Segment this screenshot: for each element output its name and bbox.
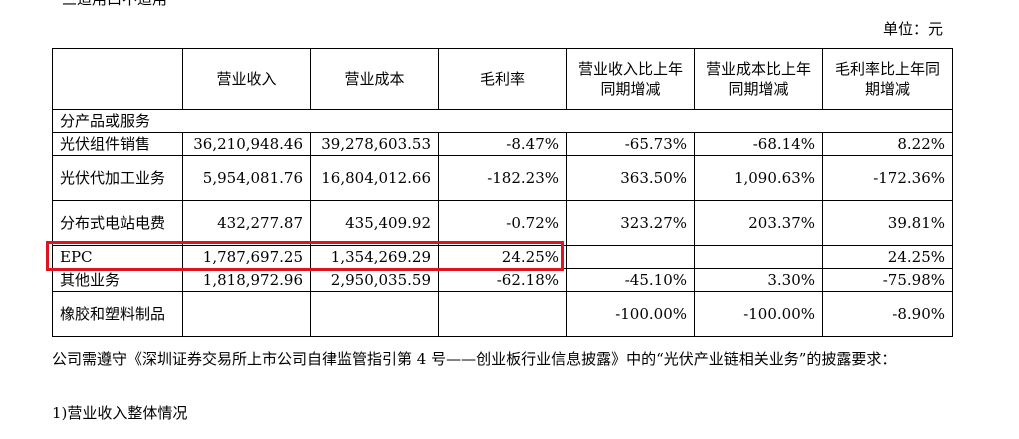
table-row: 橡胶和塑料制品 -100.00% -100.00% -8.90% (52, 291, 953, 337)
section-row: 分产品或服务 (52, 109, 953, 133)
section-label: 分产品或服务 (52, 109, 953, 133)
cell-revenue-change: -65.73% (566, 132, 695, 156)
cell-revenue-change (566, 245, 695, 269)
header-cost-change: 营业成本比上年同期增减 (694, 48, 823, 110)
revenue-table: 营业收入 营业成本 毛利率 营业收入比上年同期增减 营业成本比上年同期增减 毛利… (52, 48, 953, 337)
table-row: 分布式电站电费 432,277.87 435,409.92 -0.72% 323… (52, 200, 953, 246)
header-blank (52, 48, 183, 110)
header-revenue-change: 营业收入比上年同期增减 (566, 48, 695, 110)
cell-margin-change: -75.98% (822, 268, 953, 292)
cell-cost-change: -100.00% (694, 291, 823, 337)
cell-margin-change: 39.81% (822, 200, 953, 246)
cell-revenue-change: -45.10% (566, 268, 695, 292)
cell-cost-change (694, 245, 823, 269)
cell-revenue-change: 363.50% (566, 155, 695, 201)
row-name: 橡胶和塑料制品 (52, 291, 183, 337)
cell-revenue: 1,787,697.25 (182, 245, 311, 269)
cell-cost: 16,804,012.66 (310, 155, 439, 201)
row-name: EPC (52, 245, 183, 269)
row-name: 光伏代加工业务 (52, 155, 183, 201)
cell-revenue: 5,954,081.76 (182, 155, 311, 201)
header-revenue: 营业收入 (182, 48, 311, 110)
cell-cost: 435,409.92 (310, 200, 439, 246)
table-row: 光伏代加工业务 5,954,081.76 16,804,012.66 -182.… (52, 155, 953, 201)
cell-cost-change: 3.30% (694, 268, 823, 292)
cell-cost: 2,950,035.59 (310, 268, 439, 292)
header-margin: 毛利率 (438, 48, 567, 110)
cell-margin-change: 8.22% (822, 132, 953, 156)
cell-margin-change: 24.25% (822, 245, 953, 269)
cell-cost-change: -68.14% (694, 132, 823, 156)
row-name: 分布式电站电费 (52, 200, 183, 246)
cell-margin: -62.18% (438, 268, 567, 292)
unit-label: 单位：元 (882, 20, 943, 38)
table-row: 光伏组件销售 36,210,948.46 39,278,603.53 -8.47… (52, 132, 953, 156)
cell-revenue: 36,210,948.46 (182, 132, 311, 156)
cell-cost: 39,278,603.53 (310, 132, 439, 156)
cell-margin: -182.23% (438, 155, 567, 201)
disclosure-paragraph: 公司需遵守《深圳证券交易所上市公司自律监管指引第 4 号——创业板行业信息披露》… (52, 350, 897, 368)
header-cost: 营业成本 (310, 48, 439, 110)
cell-margin: 24.25% (438, 245, 567, 269)
cell-cost (310, 291, 439, 337)
header-cut-text: 三适用口不适用 (62, 0, 167, 9)
cell-margin: -8.47% (438, 132, 567, 156)
cell-cost-change: 1,090.63% (694, 155, 823, 201)
cell-revenue-change: 323.27% (566, 200, 695, 246)
cell-margin: -0.72% (438, 200, 567, 246)
cell-revenue (182, 291, 311, 337)
cell-cost: 1,354,269.29 (310, 245, 439, 269)
row-name: 其他业务 (52, 268, 183, 292)
row-name: 光伏组件销售 (52, 132, 183, 156)
header-margin-change: 毛利率比上年同期增减 (822, 48, 953, 110)
subheading: 1)营业收入整体情况 (52, 404, 188, 422)
table-header-row: 营业收入 营业成本 毛利率 营业收入比上年同期增减 营业成本比上年同期增减 毛利… (52, 48, 953, 110)
cell-revenue-change: -100.00% (566, 291, 695, 337)
cell-margin-change: -8.90% (822, 291, 953, 337)
table-row-epc: EPC 1,787,697.25 1,354,269.29 24.25% 24.… (52, 245, 953, 269)
cell-margin (438, 291, 567, 337)
cell-cost-change: 203.37% (694, 200, 823, 246)
cell-revenue: 1,818,972.96 (182, 268, 311, 292)
cell-revenue: 432,277.87 (182, 200, 311, 246)
table-row: 其他业务 1,818,972.96 2,950,035.59 -62.18% -… (52, 268, 953, 292)
cell-margin-change: -172.36% (822, 155, 953, 201)
